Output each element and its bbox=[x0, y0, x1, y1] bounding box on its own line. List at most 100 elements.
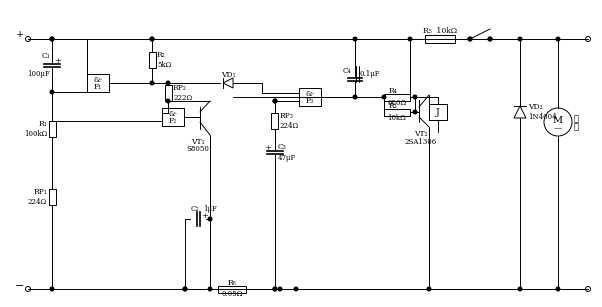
Circle shape bbox=[50, 287, 54, 291]
Bar bbox=[429, 104, 447, 120]
Text: &·: &· bbox=[305, 90, 315, 98]
Text: C₂: C₂ bbox=[191, 205, 199, 213]
Text: 47μF: 47μF bbox=[278, 154, 296, 162]
Text: 100kΩ: 100kΩ bbox=[23, 130, 47, 138]
Text: R₁: R₁ bbox=[39, 120, 47, 128]
Bar bbox=[164, 85, 172, 101]
Text: 100μF: 100μF bbox=[27, 69, 50, 77]
Text: &·: &· bbox=[93, 76, 102, 84]
Circle shape bbox=[166, 81, 170, 85]
Circle shape bbox=[382, 95, 386, 99]
Bar bbox=[162, 108, 184, 126]
Bar bbox=[49, 189, 55, 205]
Text: 0.05Ω: 0.05Ω bbox=[222, 290, 243, 298]
Bar bbox=[425, 35, 455, 43]
Text: +: + bbox=[16, 29, 24, 38]
Bar bbox=[384, 108, 410, 115]
Text: 2SA1306: 2SA1306 bbox=[405, 138, 437, 146]
Circle shape bbox=[556, 37, 560, 41]
Text: R₅  10kΩ: R₅ 10kΩ bbox=[423, 27, 457, 35]
Circle shape bbox=[586, 286, 591, 292]
Bar bbox=[384, 94, 410, 100]
Circle shape bbox=[413, 95, 417, 99]
Circle shape bbox=[586, 37, 591, 41]
Text: 1μF: 1μF bbox=[203, 205, 217, 213]
Circle shape bbox=[208, 287, 212, 291]
Circle shape bbox=[150, 37, 154, 41]
Text: VD₁: VD₁ bbox=[221, 71, 235, 79]
Text: −: − bbox=[14, 281, 24, 291]
Polygon shape bbox=[514, 106, 526, 118]
Text: &·: &· bbox=[169, 110, 178, 118]
Bar bbox=[218, 286, 246, 293]
Circle shape bbox=[488, 37, 492, 41]
Circle shape bbox=[556, 287, 560, 291]
Text: 222Ω: 222Ω bbox=[173, 94, 192, 102]
Bar bbox=[299, 88, 321, 106]
Circle shape bbox=[294, 287, 298, 291]
Circle shape bbox=[273, 287, 277, 291]
Text: RP₃: RP₃ bbox=[280, 112, 294, 120]
Text: F₂: F₂ bbox=[169, 117, 177, 125]
Bar bbox=[87, 74, 109, 92]
Text: 机: 机 bbox=[574, 123, 579, 131]
Text: 5kΩ: 5kΩ bbox=[157, 61, 171, 69]
Circle shape bbox=[183, 287, 187, 291]
Bar bbox=[149, 52, 155, 68]
Bar bbox=[272, 113, 279, 129]
Circle shape bbox=[150, 81, 154, 85]
Text: RP₁: RP₁ bbox=[33, 188, 47, 196]
Circle shape bbox=[353, 37, 357, 41]
Circle shape bbox=[273, 287, 277, 291]
Circle shape bbox=[518, 287, 522, 291]
Text: C₁: C₁ bbox=[42, 52, 50, 60]
Circle shape bbox=[278, 287, 282, 291]
Text: 0.1μF: 0.1μF bbox=[360, 70, 380, 78]
Text: R₃: R₃ bbox=[389, 102, 398, 110]
Text: C₄: C₄ bbox=[343, 67, 352, 75]
Circle shape bbox=[25, 286, 31, 292]
Text: VT₂: VT₂ bbox=[414, 130, 428, 138]
Text: R₂: R₂ bbox=[157, 51, 166, 59]
Text: +: + bbox=[54, 56, 61, 64]
Circle shape bbox=[208, 217, 212, 221]
Circle shape bbox=[273, 99, 277, 103]
Text: 1N4004: 1N4004 bbox=[528, 113, 557, 121]
Circle shape bbox=[488, 37, 492, 41]
Text: +: + bbox=[264, 144, 271, 152]
Circle shape bbox=[273, 99, 277, 103]
Bar bbox=[49, 121, 55, 137]
Text: M: M bbox=[553, 115, 563, 125]
Circle shape bbox=[468, 37, 472, 41]
Circle shape bbox=[183, 287, 187, 291]
Circle shape bbox=[150, 37, 154, 41]
Text: VT₁: VT₁ bbox=[191, 138, 205, 146]
Text: RP₂: RP₂ bbox=[173, 84, 187, 92]
Text: 224Ω: 224Ω bbox=[28, 198, 47, 206]
Text: S8050: S8050 bbox=[187, 145, 209, 153]
Circle shape bbox=[518, 37, 522, 41]
Text: 224Ω: 224Ω bbox=[280, 122, 299, 130]
Circle shape bbox=[544, 108, 572, 136]
Text: J: J bbox=[436, 107, 440, 116]
Text: C₃: C₃ bbox=[278, 143, 287, 151]
Text: —: — bbox=[554, 124, 562, 132]
Circle shape bbox=[413, 110, 417, 114]
Text: VD₂: VD₂ bbox=[528, 103, 542, 111]
Text: 680Ω: 680Ω bbox=[388, 99, 406, 107]
Polygon shape bbox=[223, 78, 233, 88]
Circle shape bbox=[50, 90, 54, 94]
Text: +: + bbox=[201, 212, 208, 220]
Circle shape bbox=[353, 95, 357, 99]
Circle shape bbox=[408, 37, 412, 41]
Circle shape bbox=[427, 287, 431, 291]
Text: F₃: F₃ bbox=[306, 97, 314, 105]
Text: 10kΩ: 10kΩ bbox=[388, 114, 406, 122]
Circle shape bbox=[50, 37, 54, 41]
Text: R₄: R₄ bbox=[389, 87, 398, 95]
Circle shape bbox=[50, 37, 54, 41]
Text: R₆: R₆ bbox=[228, 279, 237, 287]
Circle shape bbox=[25, 37, 31, 41]
Text: F₁: F₁ bbox=[94, 83, 102, 91]
Circle shape bbox=[468, 37, 472, 41]
